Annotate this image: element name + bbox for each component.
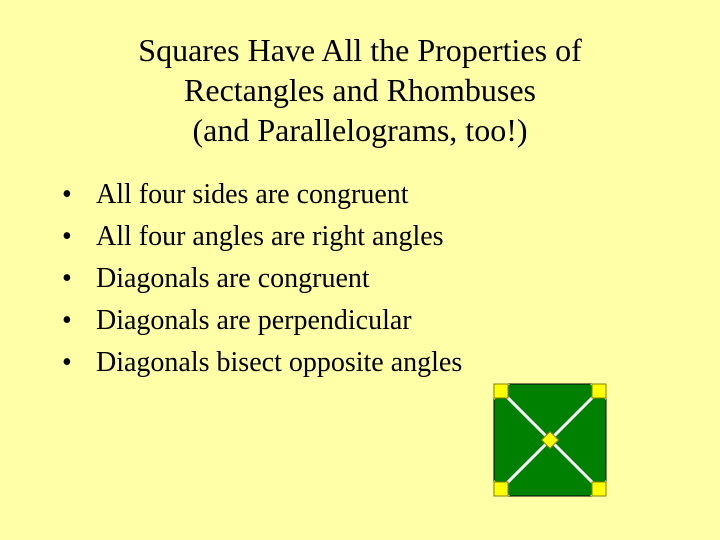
bullet-item: Diagonals are perpendicular bbox=[60, 300, 680, 342]
bullet-item: All four angles are right angles bbox=[60, 216, 680, 258]
title-line-3: (and Parallelograms, too!) bbox=[193, 112, 528, 148]
bullet-item: All four sides are congruent bbox=[60, 174, 680, 216]
bullet-text: Diagonals bisect opposite angles bbox=[96, 347, 462, 378]
bullet-text: Diagonals are congruent bbox=[96, 263, 370, 294]
bullet-text: All four angles are right angles bbox=[96, 221, 444, 252]
slide: Squares Have All the Properties of Recta… bbox=[0, 0, 720, 540]
title-line-1: Squares Have All the Properties of bbox=[138, 32, 581, 68]
slide-title: Squares Have All the Properties of Recta… bbox=[100, 30, 620, 150]
title-line-2: Rectangles and Rhombuses bbox=[184, 72, 536, 108]
square-diagram bbox=[490, 380, 610, 500]
bullet-text: All four sides are congruent bbox=[96, 179, 409, 210]
bullet-text: Diagonals are perpendicular bbox=[96, 305, 412, 336]
bullet-list: All four sides are congruent All four an… bbox=[60, 174, 680, 384]
bullet-item: Diagonals bisect opposite angles bbox=[60, 342, 680, 384]
bullet-item: Diagonals are congruent bbox=[60, 258, 680, 300]
